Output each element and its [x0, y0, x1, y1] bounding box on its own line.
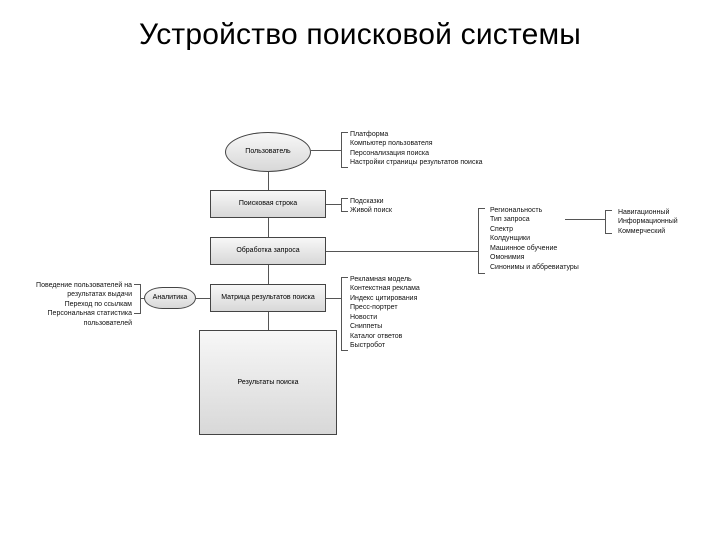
annotation-line: Спектр [490, 225, 600, 234]
page-title: Устройство поисковой системы [0, 18, 720, 52]
annotation-line: Переход по ссылкам [12, 300, 132, 309]
annotation-line: Синонимы и аббревиатуры [490, 263, 600, 272]
node-query: Поисковая строка [210, 190, 326, 218]
bracket-process-right [478, 208, 485, 274]
node-process-label: Обработка запроса [236, 247, 299, 255]
edge-user-query [268, 172, 269, 190]
bracket-analytics-left [134, 284, 141, 314]
annotation-analytics-left: Поведение пользователей на результатах в… [12, 281, 132, 328]
node-user-label: Пользователь [245, 148, 290, 156]
annotation-line: Новости [350, 313, 480, 322]
node-matrix-label: Матрица результатов поиска [221, 294, 315, 302]
bracket-user-right [341, 132, 348, 168]
annotation-line: Омонимия [490, 253, 600, 262]
annotation-line: Навигационный [618, 208, 708, 217]
annotation-line: Быстробот [350, 341, 480, 350]
annotation-type-subgroup: Навигационный Информационный Коммерчески… [618, 208, 708, 236]
bracket-matrix-right [341, 277, 348, 351]
annotation-line: Персонализация поиска [350, 149, 520, 158]
annotation-line: Каталог ответов [350, 332, 480, 341]
annotation-line: Индекс цитирования [350, 294, 480, 303]
annotation-line: Настройки страницы результатов поиска [350, 158, 520, 167]
annotation-line: Подсказки [350, 197, 480, 206]
annotation-line: Машинное обучение [490, 244, 600, 253]
annotation-line: Информационный [618, 217, 708, 226]
node-user: Пользователь [225, 132, 311, 172]
edge-query-process [268, 218, 269, 237]
annotation-line: Пресс-портрет [350, 303, 480, 312]
annotation-line: Колдунщики [490, 234, 600, 243]
node-analytics: Аналитика [144, 287, 196, 309]
connector-query-right [326, 204, 341, 205]
node-analytics-label: Аналитика [153, 294, 188, 302]
edge-analytics-matrix [196, 298, 210, 299]
node-results-label: Результаты поиска [237, 379, 298, 387]
annotation-line: Компьютер пользователя [350, 139, 520, 148]
edge-matrix-results [268, 312, 269, 330]
node-process: Обработка запроса [210, 237, 326, 265]
annotation-line: Персональная статистика пользователей [12, 309, 132, 328]
node-query-label: Поисковая строка [239, 200, 297, 208]
annotation-line: Сниппеты [350, 322, 480, 331]
edge-process-matrix [268, 265, 269, 284]
annotation-line: Коммерческий [618, 227, 708, 236]
bracket-type-sub [605, 210, 612, 234]
node-results: Результаты поиска [199, 330, 337, 435]
annotation-line: Живой поиск [350, 206, 480, 215]
annotation-matrix-right: Рекламная модель Контекстная реклама Инд… [350, 275, 480, 351]
annotation-line: Платформа [350, 130, 520, 139]
connector-process-right [326, 251, 478, 252]
annotation-line: Поведение пользователей на результатах в… [12, 281, 132, 300]
annotation-line: Рекламная модель [350, 275, 480, 284]
annotation-user-right: Платформа Компьютер пользователя Персона… [350, 130, 520, 168]
diagram-canvas: Устройство поисковой системы Пользовател… [0, 0, 720, 540]
annotation-line: Тип запроса [490, 215, 600, 224]
annotation-line: Региональность [490, 206, 600, 215]
bracket-query-right [341, 198, 348, 212]
connector-matrix-right [326, 298, 341, 299]
node-matrix: Матрица результатов поиска [210, 284, 326, 312]
annotation-process-right: Региональность Тип запроса Спектр Колдун… [490, 206, 600, 272]
connector-user-right [311, 150, 341, 151]
annotation-line: Контекстная реклама [350, 284, 480, 293]
annotation-query-right: Подсказки Живой поиск [350, 197, 480, 216]
